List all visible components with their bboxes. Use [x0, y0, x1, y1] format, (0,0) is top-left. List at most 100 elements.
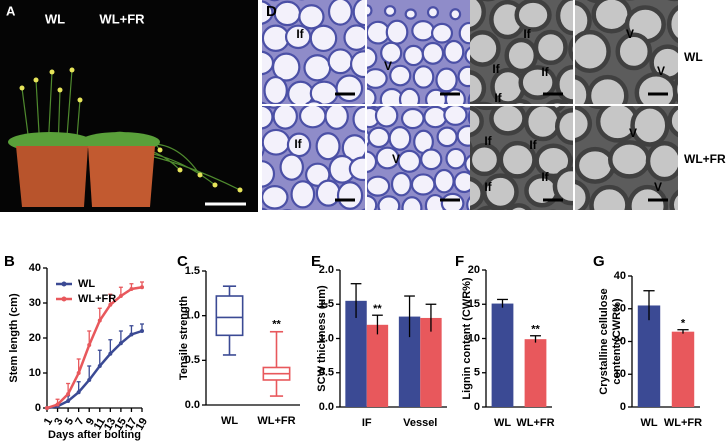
- cell: [286, 132, 312, 158]
- point: [140, 329, 144, 333]
- cell: [273, 0, 302, 27]
- cell: [464, 154, 470, 174]
- cell: [436, 126, 458, 148]
- cell: [479, 219, 501, 241]
- panel-letter: A: [6, 3, 16, 18]
- cell: [380, 41, 403, 65]
- point: [97, 364, 102, 368]
- cell: [423, 106, 448, 129]
- cell-label: If: [492, 62, 500, 76]
- y-axis-label: Tensile strength: [178, 296, 190, 380]
- cell-label: V: [392, 152, 400, 166]
- y-tick-label: 30: [29, 297, 41, 309]
- x-tick-label: WL+FR: [516, 417, 554, 429]
- x-axis-label: Days after bolting: [48, 429, 141, 441]
- line: [46, 286, 143, 410]
- micrographs: If V If If If If V V If V If If If If V V D WL WL+FR: [262, 0, 728, 255]
- legend-marker: [61, 281, 67, 287]
- cell-label: If: [523, 27, 531, 41]
- cell: [303, 54, 332, 82]
- cell: [575, 29, 611, 73]
- cell: [508, 98, 532, 104]
- cell: [361, 208, 365, 210]
- cell: [262, 106, 274, 130]
- cell: [433, 168, 455, 194]
- cell: [298, 4, 325, 30]
- cell-label: If: [541, 65, 549, 79]
- y-axis-label: SCW thickness (μm): [316, 285, 328, 392]
- y-tick-label: 5: [474, 367, 480, 379]
- cell: [330, 215, 353, 238]
- cell: [385, 19, 409, 45]
- cell: [279, 153, 305, 181]
- pot: [16, 146, 88, 207]
- panel-letter: D: [266, 3, 277, 20]
- flowers: [19, 67, 243, 193]
- row-label: WL+FR: [684, 152, 726, 166]
- cell: [352, 0, 365, 27]
- significance: **: [531, 324, 540, 336]
- cell: [309, 24, 338, 53]
- cell: [435, 67, 458, 93]
- y-tick-label: 20: [29, 332, 41, 344]
- point: [140, 285, 144, 290]
- cell: [315, 179, 341, 207]
- cell: [403, 44, 425, 67]
- cell: [411, 20, 435, 42]
- panel-letter: G: [593, 253, 605, 270]
- photo-label: WL+FR: [99, 11, 145, 26]
- point: [87, 378, 92, 382]
- x-tick-label: 1: [42, 416, 55, 427]
- cell: [489, 106, 527, 136]
- cell: [580, 219, 617, 255]
- panel-letter: C: [177, 253, 188, 270]
- cell: [575, 106, 593, 143]
- y-tick-label: 30: [614, 303, 626, 315]
- cell: [343, 24, 365, 51]
- cell: [518, 65, 557, 100]
- cell: [575, 0, 592, 41]
- cell: [672, 75, 678, 104]
- cell: [305, 100, 323, 104]
- cell: [262, 185, 289, 210]
- legend-label: WL+FR: [78, 293, 116, 305]
- cell: [272, 106, 298, 130]
- cell: [342, 106, 357, 108]
- x-tick-label: 7: [73, 416, 86, 427]
- micrograph: [367, 0, 470, 104]
- cell: [523, 106, 562, 142]
- cell: [455, 218, 476, 241]
- cell: [262, 0, 274, 25]
- cell: [389, 64, 412, 87]
- y-tick-label: 0.0: [319, 401, 334, 413]
- x-tick-label: WL: [494, 417, 511, 429]
- micrograph: [470, 0, 573, 104]
- x-tick-label: 13: [102, 416, 119, 433]
- point: [76, 390, 81, 395]
- cell: [549, 209, 557, 210]
- cell: [440, 192, 465, 210]
- cell: [367, 126, 391, 149]
- photo-a: A WL WL+FR: [0, 0, 258, 212]
- photo-label: WL: [45, 11, 65, 26]
- cell: [367, 87, 377, 104]
- cell: [696, 218, 728, 251]
- cell: [348, 156, 365, 182]
- cell: [435, 212, 464, 241]
- x-tick-label: IF: [362, 417, 372, 429]
- cell: [555, 0, 573, 36]
- significance: **: [373, 303, 382, 315]
- significance: *: [681, 318, 686, 330]
- x-tick-label: WL: [221, 415, 238, 427]
- cell: [388, 125, 412, 151]
- cell: [390, 215, 409, 235]
- y-tick-label: 1.0: [185, 310, 200, 322]
- cell: [367, 4, 373, 17]
- cell: [607, 140, 651, 179]
- micrograph: [575, 0, 678, 104]
- point: [118, 294, 123, 298]
- cell: [470, 143, 502, 177]
- bar: [671, 331, 695, 407]
- x-tick-label: 17: [123, 416, 140, 433]
